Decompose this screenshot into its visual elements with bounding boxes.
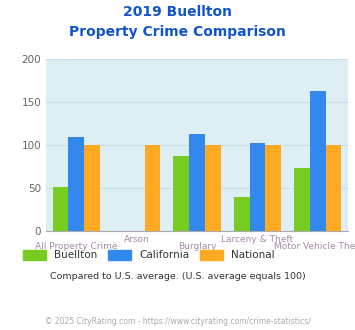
Text: Property Crime Comparison: Property Crime Comparison: [69, 25, 286, 39]
Bar: [326, 145, 341, 231]
Bar: [265, 145, 281, 231]
Text: Larceny & Theft: Larceny & Theft: [221, 235, 294, 244]
Text: All Property Crime: All Property Crime: [35, 242, 118, 251]
Bar: [174, 156, 189, 231]
Text: Burglary: Burglary: [178, 242, 216, 251]
Legend: Buellton, California, National: Buellton, California, National: [23, 250, 274, 260]
Bar: [189, 134, 205, 231]
Bar: [84, 145, 100, 231]
Bar: [144, 145, 160, 231]
Bar: [205, 145, 220, 231]
Bar: [69, 137, 84, 231]
Bar: [234, 197, 250, 231]
Text: Compared to U.S. average. (U.S. average equals 100): Compared to U.S. average. (U.S. average …: [50, 272, 305, 281]
Text: 2019 Buellton: 2019 Buellton: [123, 5, 232, 19]
Bar: [53, 187, 69, 231]
Bar: [310, 91, 326, 231]
Text: Arson: Arson: [124, 235, 149, 244]
Bar: [294, 168, 310, 231]
Text: © 2025 CityRating.com - https://www.cityrating.com/crime-statistics/: © 2025 CityRating.com - https://www.city…: [45, 317, 310, 326]
Bar: [250, 143, 265, 231]
Text: Motor Vehicle Theft: Motor Vehicle Theft: [274, 242, 355, 251]
